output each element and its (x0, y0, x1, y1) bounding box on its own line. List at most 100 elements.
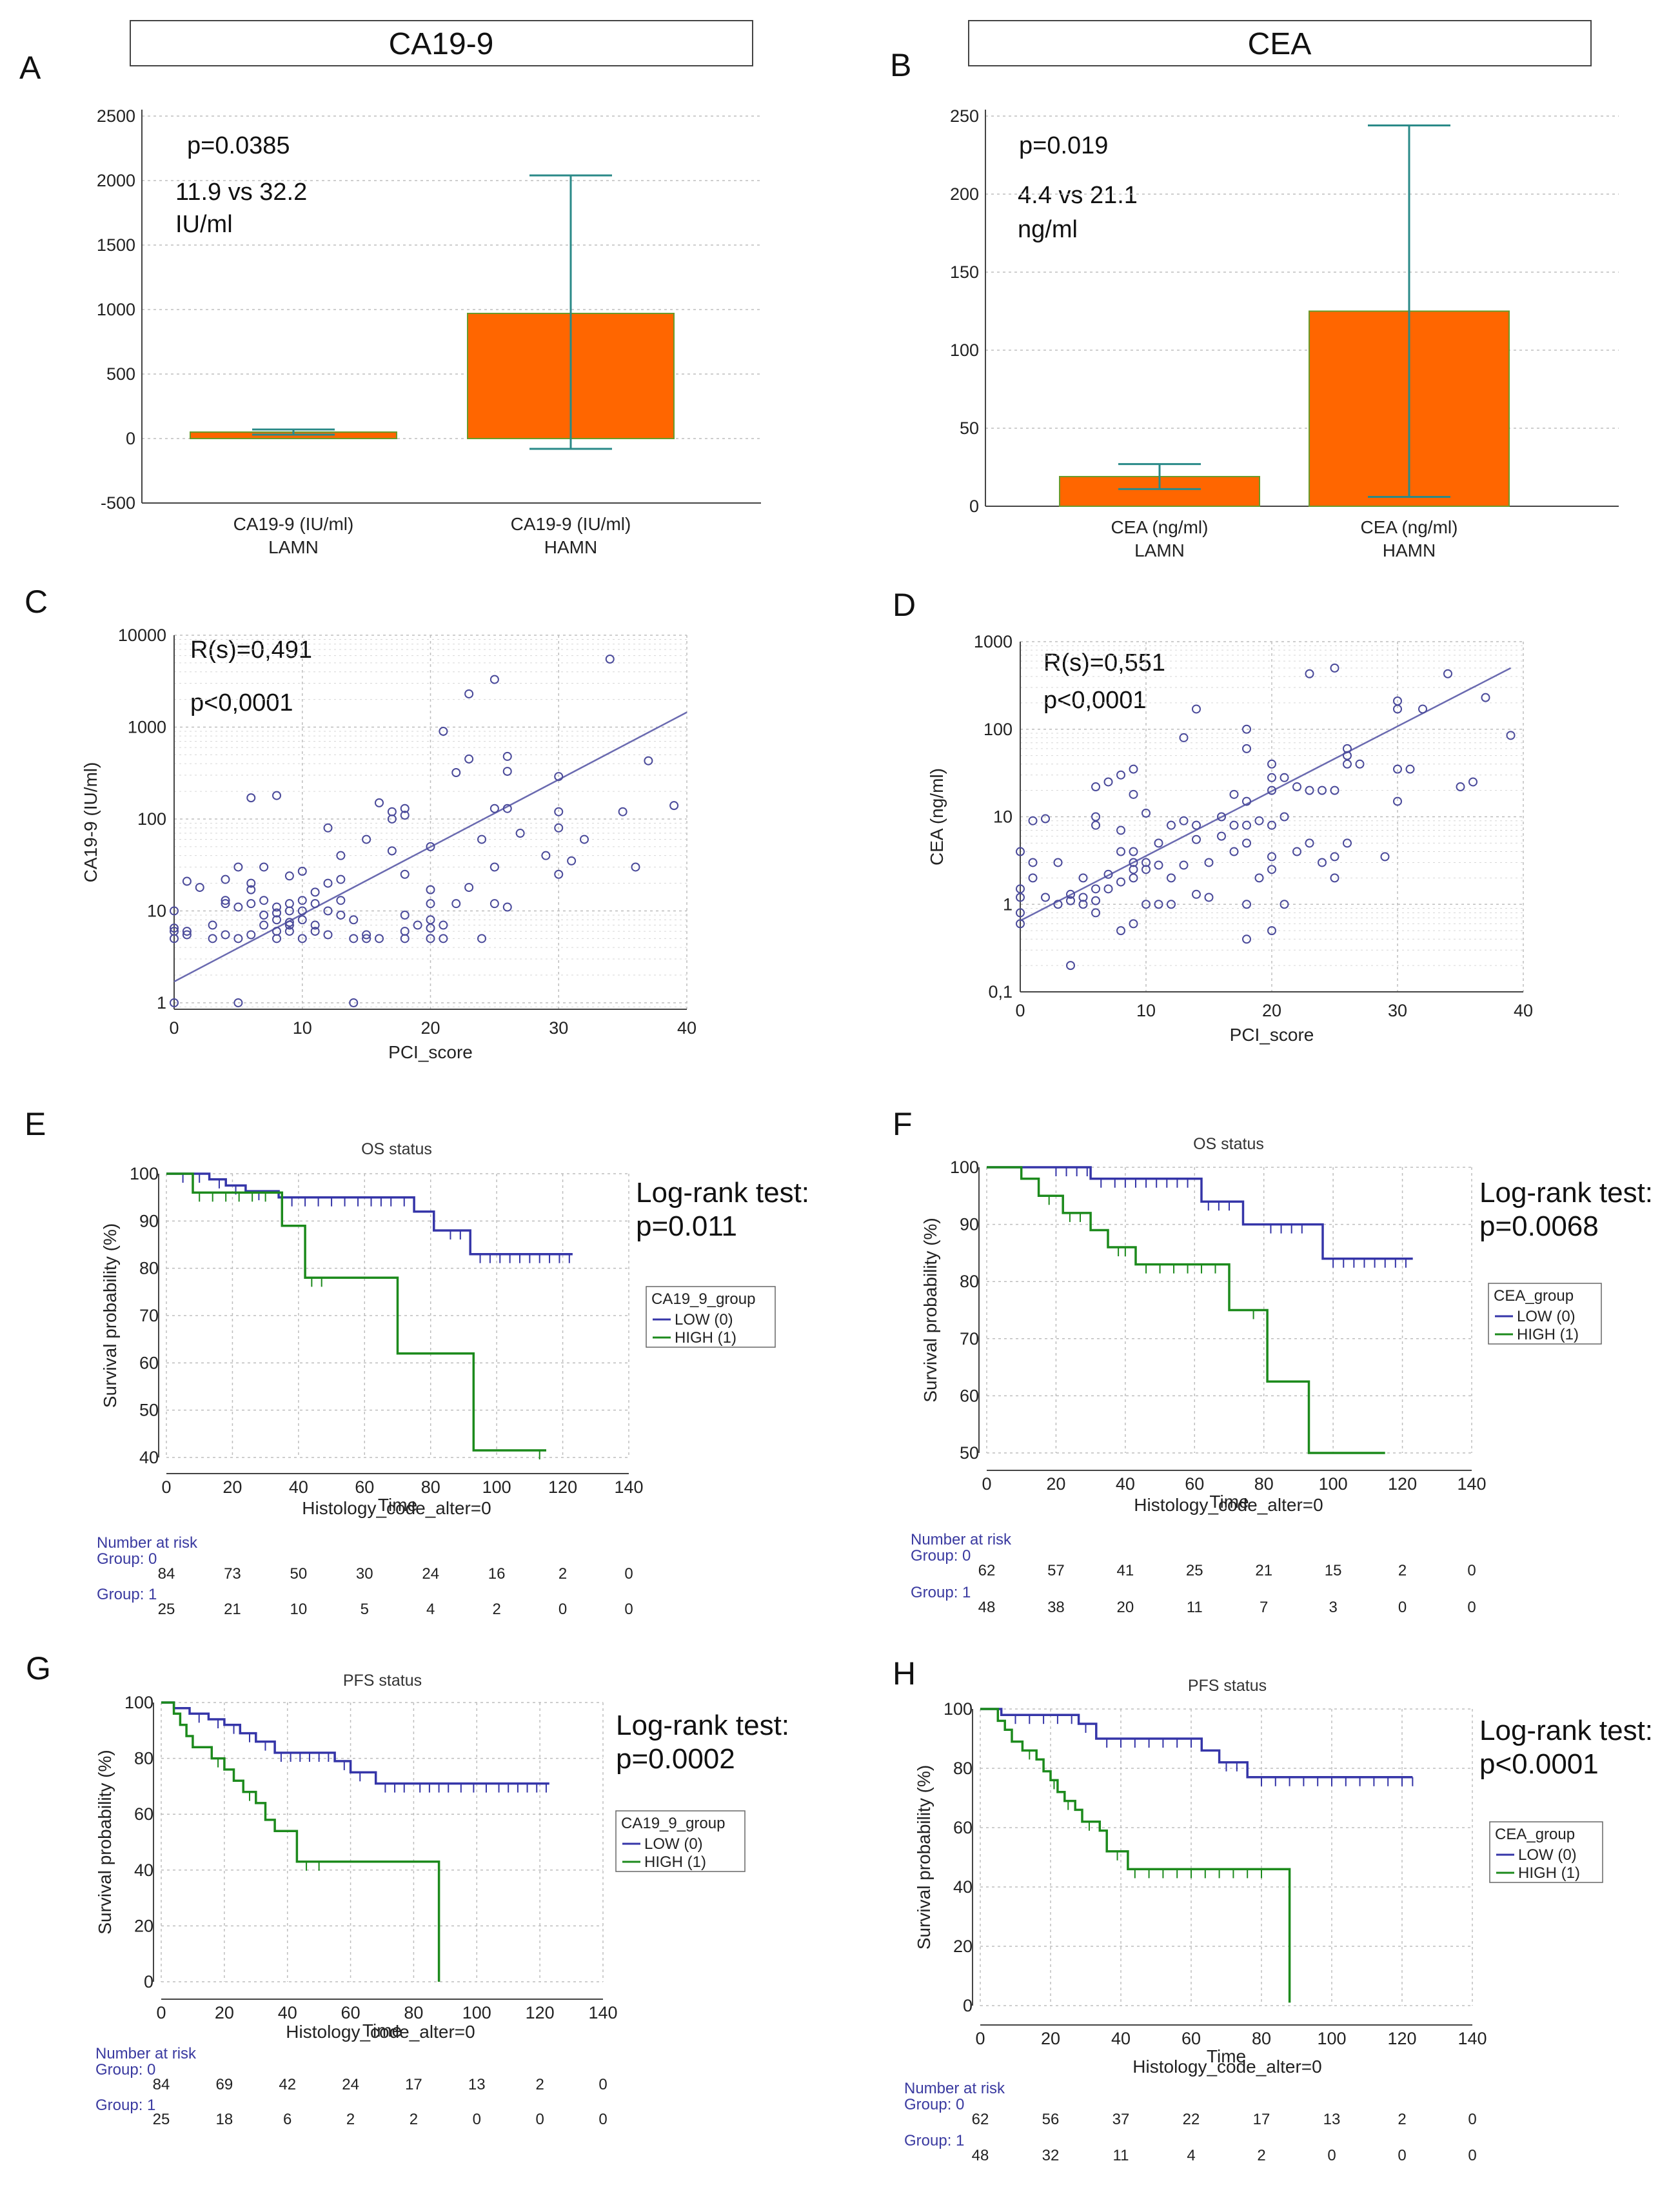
x-tick-label: 0 (156, 2003, 166, 2022)
risk-value-group1: 38 (1047, 1599, 1065, 1616)
data-point (1192, 704, 1201, 714)
y-tick-label: 150 (950, 262, 979, 282)
risk-value-group0: 0 (1468, 2111, 1476, 2128)
risk-value-group1: 48 (972, 2147, 989, 2164)
data-point (1116, 926, 1125, 936)
data-point (208, 920, 217, 930)
data-point (221, 930, 230, 940)
logrank-p-g: p=0.0002 (616, 1743, 735, 1775)
survival-curve-low (166, 1172, 573, 1256)
title-box-b (968, 20, 1592, 66)
y-tick-label: 20 (134, 1916, 153, 1935)
risk-group0-h: Group: 0 (904, 2096, 964, 2113)
annotation-b-means: 4.4 vs 21.1 (1018, 182, 1138, 209)
data-point (170, 906, 179, 916)
data-point (323, 906, 333, 916)
y-tick-label: 70 (139, 1306, 159, 1325)
data-point (426, 934, 435, 943)
data-point (502, 751, 512, 761)
legend-low-g: LOW (0) (644, 1835, 703, 1853)
data-point (1217, 812, 1226, 822)
data-point (259, 910, 269, 920)
data-point (272, 915, 281, 925)
legend-low-e: LOW (0) (675, 1311, 733, 1328)
y-tick-label: 100 (137, 809, 166, 829)
risk-value-group1: 5 (361, 1601, 369, 1618)
data-point (221, 899, 230, 909)
risk-value-group1: 7 (1260, 1599, 1268, 1616)
y-tick-label: 0,1 (988, 982, 1013, 1002)
y-tick-label: 80 (953, 1759, 973, 1778)
annotation-a-means: 11.9 vs 32.2 (175, 179, 307, 206)
risk-value-group0: 2 (1398, 1562, 1407, 1579)
risk-value-group0: 15 (1325, 1562, 1342, 1579)
y-tick-label: 200 (950, 184, 979, 204)
data-point (1393, 764, 1402, 774)
footer-f: Histology_code_alter=0 (1134, 1495, 1323, 1515)
risk-value-group1: 48 (978, 1599, 996, 1616)
x-tick-label: 30 (549, 1018, 568, 1038)
legend-high-f: HIGH (1) (1517, 1326, 1579, 1343)
data-point (1016, 919, 1025, 929)
risk-value-group1: 10 (290, 1601, 308, 1618)
y-tick-label: 50 (139, 1401, 159, 1420)
legend-h: CEA_group LOW (0) HIGH (1) (1489, 1821, 1603, 1883)
x-tick-label: 100 (1319, 1474, 1348, 1494)
data-point (1280, 900, 1289, 909)
survival-curve-high (161, 1701, 440, 1982)
data-point (1066, 896, 1075, 905)
data-point (221, 874, 230, 884)
panel-letter-b: B (890, 47, 911, 83)
risk-value-group0: 0 (1467, 1562, 1476, 1579)
subtitle-g: PFS status (343, 1672, 422, 1690)
data-point (1204, 858, 1214, 867)
data-point (336, 874, 346, 884)
risk-value-group1: 3 (1329, 1599, 1337, 1616)
data-point (1456, 782, 1465, 792)
data-point (1393, 696, 1402, 706)
x-axis-label: PCI_score (388, 1042, 473, 1062)
logrank-label-e: Log-rank test: (636, 1177, 809, 1209)
legend-e: CA19_9_group LOW (0) HIGH (1) (646, 1286, 776, 1348)
data-point (1229, 820, 1239, 830)
y-tick-label: -500 (101, 493, 135, 513)
bar-chart-a: -500 0 500 1000 1500 2000 2500 CA19-9 (IU/ml) LA… (97, 106, 761, 557)
x-tick-label: 140 (614, 1477, 643, 1497)
data-point (297, 934, 307, 943)
y-tick-label: 80 (134, 1749, 153, 1768)
data-point (400, 804, 410, 813)
data-point (1217, 831, 1226, 841)
data-point (451, 899, 461, 909)
category-label: CA19-9 (IU/ml) (233, 514, 354, 534)
data-point (1343, 751, 1352, 760)
x-tick-label: 0 (982, 1474, 991, 1494)
data-point (554, 807, 564, 816)
x-tick-label: 80 (1254, 1474, 1274, 1494)
regression-line (1020, 667, 1512, 922)
risk-value-group0: 25 (1186, 1562, 1203, 1579)
data-point (1041, 893, 1050, 902)
data-point (477, 934, 486, 943)
data-point (1242, 820, 1251, 830)
data-point (1267, 759, 1276, 769)
data-point (1179, 860, 1189, 870)
data-point (1078, 873, 1088, 883)
y-axis-label: Survival probability (%) (920, 1218, 940, 1402)
risk-value-group1: 2 (1257, 2147, 1265, 2164)
risk-value-group1: 20 (1117, 1599, 1134, 1616)
data-point (1078, 900, 1088, 909)
data-point (272, 908, 281, 918)
subtitle-e: OS status (361, 1140, 432, 1158)
data-point (1405, 764, 1415, 774)
x-tick-label: 140 (588, 2003, 617, 2022)
data-point (1267, 852, 1276, 862)
risk-value-group0: 37 (1112, 2111, 1130, 2128)
risk-value-group0: 22 (1183, 2111, 1200, 2128)
data-point (246, 793, 256, 803)
logrank-label-h: Log-rank test: (1479, 1715, 1653, 1746)
data-point (451, 767, 461, 777)
data-point (477, 834, 486, 844)
risk-value-group0: 24 (342, 2076, 359, 2093)
y-tick-label: 90 (960, 1215, 979, 1234)
